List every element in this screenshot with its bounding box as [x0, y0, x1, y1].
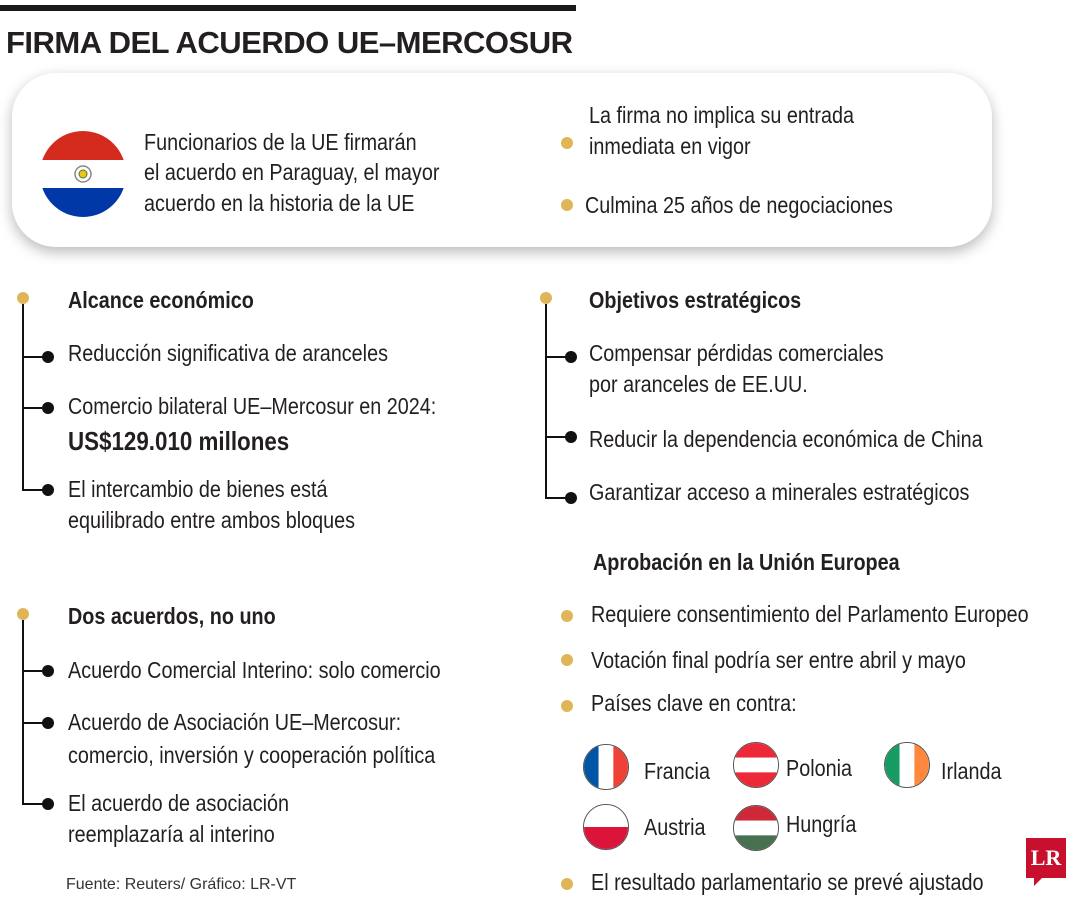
section-heading-aprobacion: Aprobación en la Unión Europea [593, 549, 900, 575]
list-bullet [42, 798, 54, 810]
tree-branch [22, 489, 45, 491]
intro-text-line-3: acuerdo en la historia de la UE [144, 190, 415, 216]
poland-flag-icon [583, 804, 629, 850]
tree-branch [22, 803, 45, 805]
objetivos-item-3: Garantizar acceso a minerales estratégic… [589, 479, 970, 505]
lr-logo-tail [1034, 876, 1044, 886]
bullet-dot [561, 199, 573, 211]
tree-branch [22, 670, 45, 672]
aprobacion-item-4: El resultado parlamentario se prevé ajus… [591, 869, 984, 895]
top-rule [0, 5, 576, 11]
austria-flag-icon [733, 742, 779, 788]
section-marker [540, 292, 552, 304]
alcance-item-3-line-1: El intercambio de bienes está [68, 476, 328, 502]
bullet-dot [561, 137, 573, 149]
country-label-francia: Francia [644, 758, 710, 784]
intro-bullet-1-line-2: inmediata en vigor [589, 133, 751, 159]
aprobacion-item-1: Requiere consentimiento del Parlamento E… [591, 601, 1029, 627]
intro-text-line-2: el acuerdo en Paraguay, el mayor [144, 159, 440, 185]
source-credit: Fuente: Reuters/ Gráfico: LR-VT [66, 876, 297, 893]
section-marker [17, 608, 29, 620]
tree-branch [545, 436, 568, 438]
dos-acuerdos-item-3-line-2: reemplazaría al interino [68, 821, 275, 847]
tree-branch [22, 722, 45, 724]
alcance-trade-value: US$129.010 millones [68, 426, 290, 456]
dos-acuerdos-item-3-line-1: El acuerdo de asociación [68, 790, 290, 816]
section-heading-alcance: Alcance económico [68, 287, 254, 313]
tree-branch [545, 497, 568, 499]
paraguay-flag-icon [40, 131, 126, 217]
country-label-irlanda: Irlanda [941, 758, 1002, 784]
list-bullet [565, 431, 577, 443]
section-heading-objetivos: Objetivos estratégicos [589, 287, 802, 313]
bullet-dot [561, 878, 573, 890]
list-bullet [42, 484, 54, 496]
bullet-dot [561, 700, 573, 712]
intro-text-line-1: Funcionarios de la UE firmarán [144, 129, 417, 155]
list-bullet [42, 717, 54, 729]
tree-branch [22, 356, 45, 358]
objetivos-item-1-line-1: Compensar pérdidas comerciales [589, 340, 884, 366]
country-label-austria: Austria [644, 814, 706, 840]
objetivos-item-1-line-2: por aranceles de EE.UU. [589, 371, 808, 397]
list-bullet [42, 351, 54, 363]
tree-line [545, 304, 547, 497]
section-heading-dos-acuerdos: Dos acuerdos, no uno [68, 603, 276, 629]
bullet-dot [561, 610, 573, 622]
aprobacion-item-2: Votación final podría ser entre abril y … [591, 647, 966, 673]
dos-acuerdos-item-2-line-2: comercio, inversión y cooperación políti… [68, 742, 436, 768]
dos-acuerdos-item-1: Acuerdo Comercial Interino: solo comerci… [68, 657, 441, 683]
ireland-flag-icon [884, 742, 930, 788]
list-bullet [42, 665, 54, 677]
aprobacion-item-3: Países clave en contra: [591, 690, 797, 716]
section-marker [17, 292, 29, 304]
page-title: FIRMA DEL ACUERDO UE–MERCOSUR [6, 25, 573, 60]
objetivos-item-2: Reducir la dependencia económica de Chin… [589, 426, 983, 452]
tree-line [22, 304, 24, 489]
bullet-dot [561, 654, 573, 666]
france-flag-icon [583, 744, 629, 790]
intro-bullet-1-line-1: La firma no implica su entrada [589, 102, 854, 128]
lr-logo: LR [1026, 838, 1066, 878]
alcance-item-1: Reducción significativa de aranceles [68, 340, 388, 366]
tree-line [22, 620, 24, 803]
list-bullet [565, 351, 577, 363]
tree-branch [545, 356, 568, 358]
intro-bullet-2: Culmina 25 años de negociaciones [585, 192, 893, 218]
alcance-item-3-line-2: equilibrado entre ambos bloques [68, 507, 356, 533]
dos-acuerdos-item-2-line-1: Acuerdo de Asociación UE–Mercosur: [68, 709, 402, 735]
tree-branch [22, 407, 45, 409]
hungary-flag-icon [733, 805, 779, 851]
intro-panel [12, 73, 992, 247]
list-bullet [565, 492, 577, 504]
country-label-polonia: Polonia [786, 755, 852, 781]
country-label-hungria: Hungría [786, 811, 857, 837]
alcance-item-2-text: Comercio bilateral UE–Mercosur en 2024: [68, 393, 437, 419]
list-bullet [42, 402, 54, 414]
